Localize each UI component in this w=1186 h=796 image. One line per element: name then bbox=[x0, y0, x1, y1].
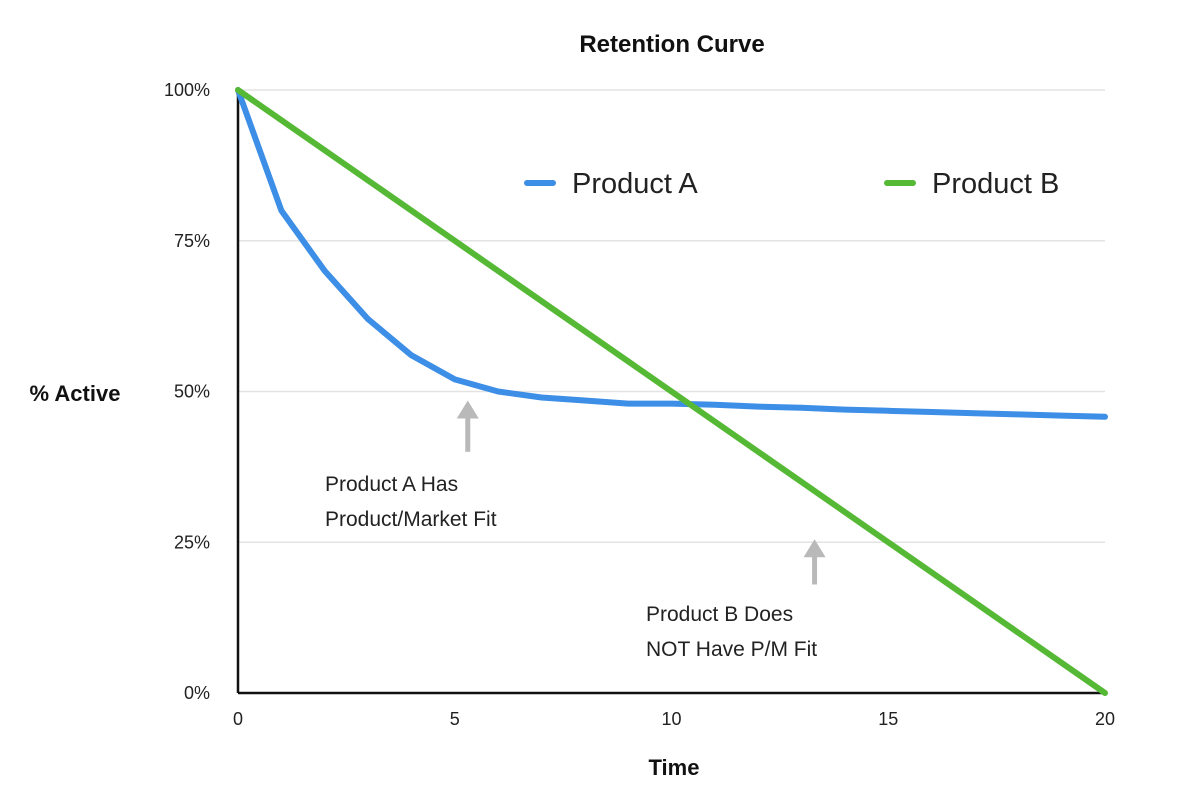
annotation-text: NOT Have P/M Fit bbox=[646, 638, 817, 661]
annotation-text: Product/Market Fit bbox=[325, 508, 497, 531]
legend-label: Product A bbox=[572, 168, 698, 200]
x-tick-label: 5 bbox=[450, 709, 460, 729]
x-tick-label: 10 bbox=[661, 709, 681, 729]
legend: Product A Product B bbox=[524, 168, 1059, 200]
series-lines bbox=[235, 87, 1108, 696]
y-tick-label: 25% bbox=[174, 532, 210, 552]
x-tick-labels: 0 5 10 15 20 bbox=[233, 709, 1115, 729]
y-tick-label: 75% bbox=[174, 231, 210, 251]
axes bbox=[236, 88, 1105, 695]
legend-label: Product B bbox=[932, 168, 1059, 200]
y-tick-label: 50% bbox=[174, 382, 210, 402]
y-tick-labels: 0% 25% 50% 75% 100% bbox=[164, 80, 210, 703]
y-axis-label: % Active bbox=[30, 381, 121, 406]
series-line-product-b bbox=[235, 87, 1108, 696]
annotation-text: Product B Does bbox=[646, 603, 793, 626]
y-tick-label: 0% bbox=[184, 683, 210, 703]
y-tick-label: 100% bbox=[164, 80, 210, 100]
x-tick-label: 15 bbox=[878, 709, 898, 729]
chart-title: Retention Curve bbox=[579, 31, 764, 58]
series-line-product-a bbox=[235, 87, 1108, 420]
annotations: Product A Has Product/Market Fit Product B… bbox=[325, 400, 826, 661]
gridlines bbox=[238, 89, 1105, 543]
x-tick-label: 0 bbox=[233, 709, 243, 729]
x-axis-label: Time bbox=[649, 755, 700, 780]
annotation-text: Product A Has bbox=[325, 473, 458, 496]
annotation-arrow-head bbox=[456, 400, 479, 419]
x-tick-label: 20 bbox=[1095, 709, 1115, 729]
annotation-arrow-head bbox=[803, 539, 826, 558]
